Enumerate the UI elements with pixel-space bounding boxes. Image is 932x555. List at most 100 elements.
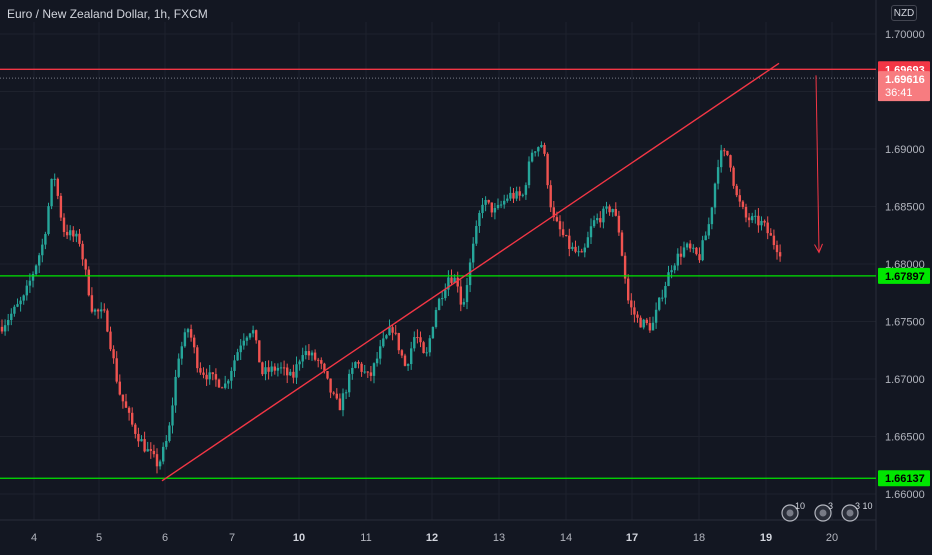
candle-body [661, 297, 664, 299]
candle-body [286, 367, 289, 376]
candle-body [171, 405, 174, 426]
candle-body [608, 206, 611, 213]
candle-body [267, 367, 270, 372]
candle-body [363, 371, 366, 373]
candle-body [239, 345, 242, 353]
candle-body [360, 363, 363, 372]
candle-body [109, 331, 112, 350]
candle-body [772, 235, 776, 246]
candle-body [193, 337, 196, 348]
time-tick-label: 7 [229, 532, 235, 544]
candle-body [611, 209, 614, 213]
candle-body [84, 259, 87, 270]
candle-body [44, 234, 47, 245]
candle-body [648, 323, 652, 331]
candle-body [549, 185, 552, 208]
trendline[interactable] [161, 62, 780, 482]
candle-body [323, 363, 326, 372]
candle-body [335, 393, 338, 399]
candle-body [757, 215, 760, 226]
candle-body [667, 272, 670, 287]
event-badge-count: 10 [795, 501, 805, 511]
candle-body [701, 240, 704, 261]
projection-arrow-shaft[interactable] [815, 75, 820, 253]
candle-body [475, 225, 478, 244]
candle-body [10, 313, 13, 321]
event-badge-count: 3 10 [855, 501, 873, 511]
candle-body [158, 461, 162, 467]
candle-body [403, 355, 407, 366]
candle-body [639, 317, 642, 328]
candle-body [410, 348, 413, 365]
price-tick-label: 1.66500 [885, 432, 925, 444]
candle-body [69, 230, 72, 236]
candle-body [447, 277, 450, 290]
candle-body [50, 178, 53, 207]
candle-body [515, 191, 518, 199]
candle-body [642, 319, 645, 328]
candle-body [673, 265, 676, 271]
time-tick-label: 13 [493, 532, 505, 544]
candle-body [112, 349, 115, 359]
candle-body [211, 372, 214, 375]
candle-body [388, 327, 391, 336]
candle-body [304, 351, 307, 356]
currency-badge[interactable]: NZD [891, 5, 917, 21]
candle-body [707, 224, 710, 236]
candle-body [726, 150, 729, 156]
candle-body [227, 380, 230, 384]
candle-body [121, 394, 125, 402]
candle-body [664, 286, 667, 298]
candle-body [571, 246, 574, 249]
time-tick-label: 4 [31, 532, 37, 544]
event-badge-icon-inner [786, 509, 794, 517]
candle-body [313, 352, 317, 360]
candle-body [134, 424, 137, 434]
candle-body [397, 333, 400, 351]
candle-body [422, 342, 425, 354]
candle-body [763, 220, 766, 223]
candle-body [16, 304, 19, 307]
candle-body [230, 370, 233, 381]
candle-body [354, 362, 357, 368]
candle-body [506, 198, 509, 201]
candle-body [351, 367, 354, 374]
candle-body [56, 178, 59, 196]
candle-body [484, 199, 487, 205]
candle-body [596, 218, 599, 221]
candle-body [425, 352, 428, 354]
candle-body [146, 449, 149, 452]
price-tick-label: 1.66000 [885, 489, 925, 501]
candle-body [375, 358, 379, 364]
candle-body [152, 450, 156, 455]
time-tick-label: 11 [360, 532, 371, 544]
candle-body [521, 194, 524, 196]
candle-body [106, 310, 109, 332]
candle-body [217, 379, 221, 388]
candle-body [530, 152, 534, 162]
candle-body [406, 364, 410, 366]
candle-body [431, 326, 435, 339]
candle-body [441, 298, 444, 300]
candle-body [93, 309, 97, 312]
time-tick-label: 6 [162, 532, 168, 544]
candle-body [633, 307, 636, 315]
candle-body [654, 309, 658, 323]
candle-body [778, 252, 782, 257]
candle-body [341, 393, 345, 411]
candle-body [180, 346, 183, 359]
candle-body [168, 425, 171, 441]
candle-body [453, 277, 456, 283]
candle-body [592, 220, 596, 227]
candle-body [19, 300, 22, 305]
candle-body [224, 383, 227, 388]
candle-body [53, 178, 56, 180]
chart-title: Euro / New Zealand Dollar, 1h, FXCM [7, 7, 208, 21]
current-price-tag: 1.69616 [885, 74, 925, 86]
candle-body [289, 371, 292, 376]
candle-body [472, 243, 475, 263]
candle-body [81, 243, 84, 260]
candle-body [251, 330, 255, 334]
